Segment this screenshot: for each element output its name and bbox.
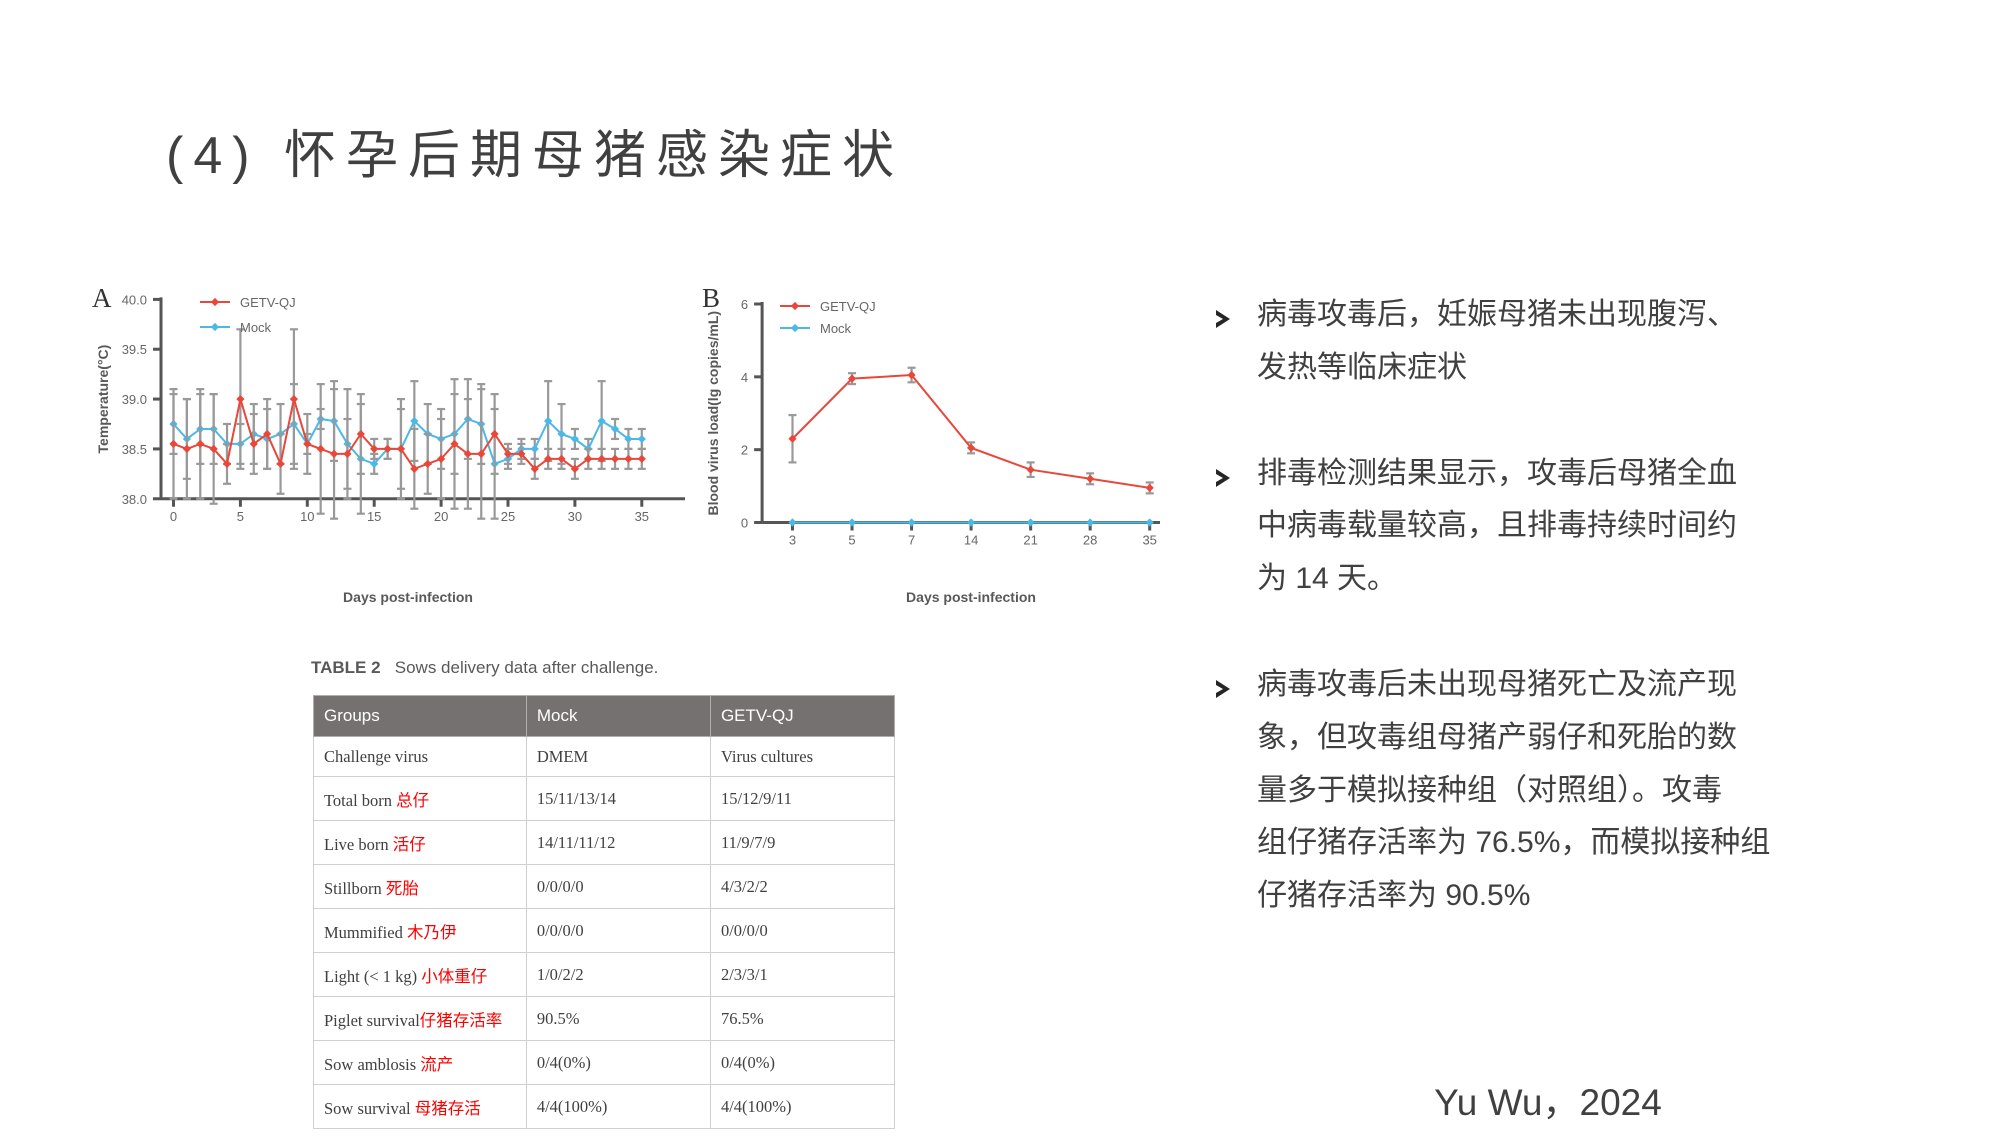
svg-text:40.0: 40.0 [122, 292, 147, 307]
svg-text:14: 14 [964, 533, 978, 548]
svg-text:30: 30 [568, 509, 582, 524]
svg-text:6: 6 [741, 297, 748, 312]
svg-text:39.5: 39.5 [122, 342, 147, 357]
svg-text:39.0: 39.0 [122, 392, 147, 407]
svg-text:3: 3 [789, 533, 796, 548]
svg-text:Days post-infection: Days post-infection [906, 589, 1036, 605]
svg-text:Mock: Mock [240, 320, 272, 335]
svg-text:38.5: 38.5 [122, 442, 147, 457]
svg-text:10: 10 [300, 509, 314, 524]
svg-text:4: 4 [741, 370, 748, 385]
svg-text:35: 35 [635, 509, 649, 524]
svg-text:5: 5 [237, 509, 244, 524]
svg-text:Temperature(°C): Temperature(°C) [95, 345, 111, 454]
svg-text:38.0: 38.0 [122, 492, 147, 507]
svg-text:28: 28 [1083, 533, 1097, 548]
svg-text:0: 0 [170, 509, 177, 524]
svg-text:20: 20 [434, 509, 448, 524]
svg-text:7: 7 [908, 533, 915, 548]
svg-text:25: 25 [501, 509, 515, 524]
svg-text:GETV-QJ: GETV-QJ [820, 299, 876, 314]
svg-text:0: 0 [741, 516, 748, 531]
svg-text:A: A [92, 283, 112, 313]
svg-text:Blood virus load(lg copies/mL): Blood virus load(lg copies/mL) [705, 311, 721, 516]
svg-text:35: 35 [1142, 533, 1156, 548]
svg-text:B: B [702, 283, 720, 313]
svg-text:Mock: Mock [820, 321, 852, 336]
svg-text:2: 2 [741, 443, 748, 458]
svg-text:15: 15 [367, 509, 381, 524]
svg-text:5: 5 [848, 533, 855, 548]
svg-text:21: 21 [1023, 533, 1037, 548]
svg-text:GETV-QJ: GETV-QJ [240, 295, 296, 310]
svg-text:Days post-infection: Days post-infection [343, 589, 473, 605]
